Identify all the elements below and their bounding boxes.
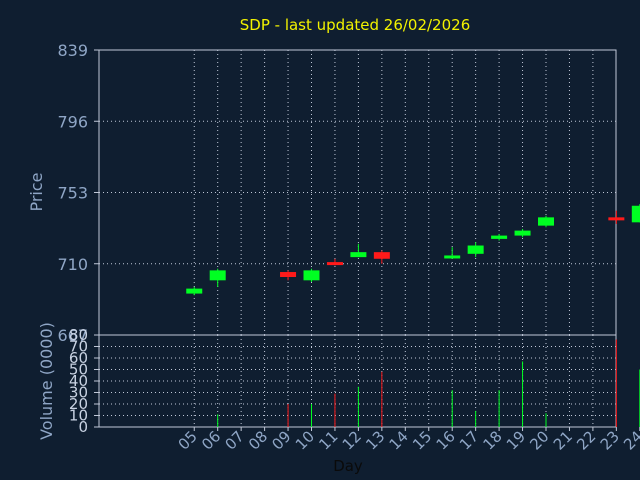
candle-body — [280, 272, 297, 278]
candle-body — [631, 205, 640, 223]
price-y-tick-label: 839 — [57, 41, 88, 60]
volume-y-tick-label: 30 — [69, 384, 88, 402]
x-tick-label: 09 — [268, 427, 294, 453]
candles — [186, 204, 640, 296]
x-tick-label: 18 — [479, 427, 505, 453]
price-axis-label: Price — [27, 172, 46, 211]
candle-body — [350, 252, 367, 258]
volume-y-tick-label: 50 — [69, 361, 88, 379]
x-tick-label: 05 — [175, 427, 201, 453]
x-tick-label: 15 — [409, 427, 435, 453]
volume-y-tick-label: 80 — [69, 326, 88, 344]
price-y-tick-label: 667 — [57, 326, 88, 345]
x-tick-label: 16 — [433, 427, 459, 453]
x-tick-label: 06 — [198, 427, 224, 453]
candle-body — [491, 235, 508, 239]
price-y-tick-label: 753 — [57, 184, 88, 203]
candle-body — [186, 288, 203, 294]
x-tick-label: 10 — [292, 427, 318, 453]
candle-body — [303, 270, 320, 281]
volume-y-tick-label: 40 — [69, 372, 88, 390]
price-panel: 839 796 753 710 667 Price — [27, 41, 640, 345]
volume-y-tick-label: 60 — [69, 349, 88, 367]
volume-y-tick-label: 10 — [69, 407, 88, 425]
price-grid — [99, 50, 616, 335]
x-tick-label: 13 — [362, 427, 388, 453]
price-y-ticks: 839 796 753 710 667 — [57, 41, 99, 345]
x-tick-label: 23 — [597, 427, 623, 453]
x-tick-label: 19 — [503, 427, 529, 453]
candle-body — [608, 217, 625, 221]
candle-body — [538, 217, 554, 226]
volume-y-tick-label: 20 — [69, 395, 88, 413]
volume-y-tick-label: 70 — [69, 338, 88, 356]
chart-title: SDP - last updated 26/02/2026 — [240, 16, 471, 34]
x-tick-label: 14 — [386, 427, 412, 453]
price-y-tick-label: 796 — [57, 112, 88, 131]
candle-body — [326, 262, 343, 266]
candle-body — [444, 255, 461, 259]
x-axis-ticks: 0506070809101112131415161718192021222324… — [175, 427, 640, 454]
x-tick-label: 22 — [573, 427, 599, 453]
x-tick-label: 21 — [550, 427, 576, 453]
x-tick-label: 24 — [620, 427, 640, 453]
volume-plot-frame — [98, 334, 617, 428]
x-axis-label: Day — [333, 457, 363, 475]
candle-body — [514, 230, 531, 236]
price-plot-frame — [98, 49, 617, 336]
candle-body — [467, 245, 484, 254]
x-tick-label: 08 — [245, 427, 271, 453]
candle-body — [373, 252, 390, 259]
price-y-tick-label: 710 — [57, 255, 88, 274]
x-tick-label: 07 — [221, 427, 247, 453]
volume-grid — [99, 335, 616, 427]
x-tick-label: 17 — [456, 427, 482, 453]
volume-axis-label: Volume (0000) — [37, 322, 56, 440]
x-tick-label: 12 — [339, 427, 365, 453]
x-tick-label: 11 — [315, 427, 341, 453]
candle-body — [209, 270, 226, 281]
x-tick-label: 20 — [526, 427, 552, 453]
volume-y-tick-label: 0 — [78, 418, 88, 436]
